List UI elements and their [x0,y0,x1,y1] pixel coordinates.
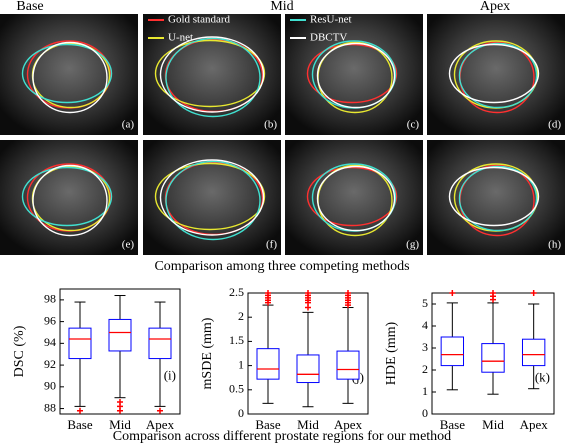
contour [306,166,398,227]
contour [32,164,108,237]
x-tick-label: Apex [146,417,175,432]
y-tick-label: 96 [44,313,56,327]
y-tick-label: 1.5 [229,333,244,347]
contour [21,43,113,104]
x-tick-label: Mid [482,417,504,432]
panel-label: (g) [406,239,419,251]
y-tick-label: 92 [44,357,56,371]
panel-label: (f) [266,239,277,251]
caption: Comparison across different prostate reg… [113,429,451,444]
ultrasound-image [285,140,423,255]
ultrasound-image [427,14,565,135]
panel-label: (a) [122,119,135,131]
panel-label: (c) [407,119,420,131]
box [481,343,505,373]
y-tick-label: 90 [44,379,56,393]
y-axis-label: mSDE (mm) [200,317,215,389]
y-tick-label: 88 [44,400,56,414]
y-tick-label: 0 [238,406,244,420]
ultrasound-image [285,14,423,135]
column-header: Apex [480,0,510,14]
x-tick-label: Apex [334,417,363,432]
panel-label: (d) [548,119,561,131]
y-tick-label: 5 [422,296,428,310]
y-tick-label: 1 [422,384,428,398]
box [108,318,132,352]
ultrasound-image [427,140,565,255]
outlier [345,290,351,296]
panel-label: (b) [264,119,277,131]
contour [306,43,398,104]
outlier [490,290,496,296]
contour [458,165,538,232]
panel-label: (i) [164,367,176,382]
y-tick-label: 4 [422,318,428,332]
y-tick-label: 2 [238,309,244,323]
y-tick-label: 0.5 [229,382,244,396]
caption: Comparison among three competing methods [154,259,409,274]
y-tick-label: 2.5 [229,285,244,299]
y-tick-label: 3 [422,340,428,354]
contour [165,160,261,241]
x-tick-label: Mid [109,417,131,432]
box [440,336,465,367]
panel-label: (k) [535,369,550,384]
legend-label: DBCTV [310,32,347,44]
box [68,327,92,360]
plot-frame [59,288,181,415]
box [521,338,546,367]
contour [165,37,261,118]
outlier [117,407,123,414]
outlier [305,290,311,296]
panel-label: (h) [548,239,561,251]
contour [159,36,265,113]
outlier [449,290,456,296]
legend-label: U-net [168,32,193,44]
ultrasound-image [0,140,138,255]
box [256,348,280,380]
contour [448,166,540,227]
outlier [265,290,271,296]
legend-label: ResU-net [310,14,352,26]
y-tick-label: 1 [238,357,244,371]
contour [21,166,113,227]
column-header: Mid [270,0,293,14]
ultrasound-image [0,14,138,135]
outlier [77,407,83,414]
x-tick-label: Mid [297,417,319,432]
x-tick-label: Base [255,417,281,432]
panel-label: (e) [122,239,135,251]
outlier [530,290,537,296]
contour [448,43,540,104]
contour [159,159,265,236]
contour [154,39,266,108]
contour [316,42,396,109]
y-tick-label: 94 [44,335,56,349]
y-axis-label: DSC (%) [12,325,27,377]
box [296,354,320,384]
column-header: Base [16,0,43,14]
box [336,350,360,380]
contour [458,42,538,109]
legend-label: Gold standard [168,14,231,26]
outlier [157,407,163,414]
x-tick-label: Base [440,417,466,432]
y-tick-label: 2 [422,362,428,376]
y-tick-label: 98 [44,292,56,306]
y-tick-label: 0 [422,406,428,420]
x-tick-label: Apex [520,417,549,432]
box [148,327,172,360]
contour [154,162,266,231]
contour [32,41,108,114]
x-tick-label: Base [67,417,93,432]
contour [316,165,396,232]
y-axis-label: HDE (mm) [384,321,399,385]
